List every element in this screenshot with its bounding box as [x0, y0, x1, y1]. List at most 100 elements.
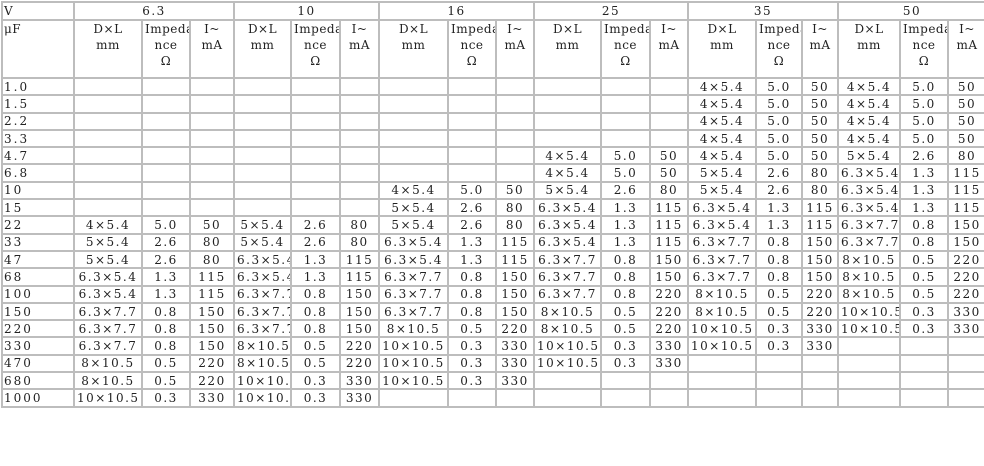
size-cell: 6.3×7.7	[687, 249, 758, 270]
size-header-line: D×L	[854, 22, 884, 36]
impedance-header-line: nce	[460, 38, 484, 52]
impedance-cell: 0.5	[899, 249, 950, 270]
impedance-cell: 0.8	[447, 301, 498, 322]
size-cell	[233, 163, 293, 183]
impedance-cell	[600, 388, 652, 408]
ripple-current-header-line: I~	[351, 22, 368, 36]
capacitor-spec-table: V 6.3 10 16 25 35 50 μF D×L mm Impeda nce Ω I~ mA D×L mm…	[1, 1, 984, 408]
ripple-current-cell: 330	[801, 319, 840, 339]
ripple-current-cell: 115	[188, 267, 236, 287]
impedance-cell: 2.6	[899, 146, 950, 166]
size-cell	[233, 94, 293, 114]
size-cell: 8×10.5	[533, 319, 603, 339]
impedance-header: Impeda nce Ω	[600, 19, 652, 79]
ripple-current-cell	[188, 180, 236, 201]
size-cell: 6.3×7.7	[687, 267, 758, 287]
ripple-current-cell	[801, 353, 840, 374]
impedance-cell: 0.5	[899, 267, 950, 287]
size-header-line: D×L	[552, 22, 583, 36]
ripple-current-header-line: I~	[959, 22, 975, 36]
voltage-header: 16	[378, 1, 536, 21]
table-row: 100 6.3×5.4 1.3 115 6.3×7.7 0.8 150 6.3×7.7 0.8 1…	[1, 284, 984, 304]
size-cell: 4×5.4	[687, 76, 758, 97]
ripple-current-cell	[649, 371, 690, 391]
size-header: D×L mm	[73, 19, 143, 79]
size-cell: 4×5.4	[837, 128, 902, 149]
size-cell: 4×5.4	[687, 128, 758, 149]
ripple-current-cell: 220	[801, 284, 840, 304]
impedance-cell	[755, 388, 804, 408]
impedance-cell: 0.3	[899, 301, 950, 322]
size-cell: 6.3×7.7	[233, 319, 293, 339]
impedance-cell: 0.8	[755, 267, 804, 287]
size-cell: 10×10.5	[378, 336, 450, 356]
ripple-current-cell	[495, 76, 536, 97]
impedance-header-line: nce	[154, 38, 178, 52]
size-cell: 6.3×5.4	[837, 198, 902, 218]
impedance-header-line: Ω	[466, 54, 478, 68]
size-cell: 5×5.4	[378, 215, 450, 235]
impedance-cell: 5.0	[755, 76, 804, 97]
size-cell: 8×10.5	[233, 336, 293, 356]
impedance-header-line: nce	[303, 38, 328, 52]
ripple-current-cell: 50	[649, 146, 690, 166]
size-cell	[687, 388, 758, 408]
capacitance-cell: 4.7	[1, 146, 75, 166]
ripple-current-header-line: mA	[658, 38, 680, 52]
size-cell	[378, 76, 450, 97]
ripple-current-header-line: I~	[507, 22, 523, 36]
ripple-current-cell: 50	[188, 215, 236, 235]
impedance-cell: 0.8	[600, 249, 652, 270]
impedance-cell: 0.3	[600, 353, 652, 374]
capacitance-cell: 47	[1, 249, 75, 270]
table-row: 6808×10.50.522010×10.50.333010×10.50.333…	[1, 371, 984, 391]
size-cell: 10×10.5	[378, 371, 450, 391]
ripple-current-cell: 220	[947, 249, 984, 270]
ripple-current-cell	[339, 128, 381, 149]
ripple-current-cell	[495, 111, 536, 131]
ripple-current-header: I~ mA	[801, 19, 840, 79]
ripple-current-cell: 150	[649, 267, 690, 287]
size-cell: 8×10.5	[837, 249, 902, 270]
impedance-cell: 2.6	[141, 232, 191, 252]
size-cell: 4×5.4	[73, 215, 143, 235]
impedance-cell: 0.3	[600, 336, 652, 356]
size-cell	[533, 388, 603, 408]
size-cell: 5×5.4	[73, 249, 143, 270]
voltage-header: 10	[233, 1, 381, 21]
ripple-current-cell: 115	[801, 215, 840, 235]
size-cell: 5×5.4	[233, 215, 293, 235]
impedance-header-line: nce	[912, 38, 936, 52]
size-cell: 8×10.5	[837, 267, 902, 287]
ripple-current-cell: 115	[649, 232, 690, 252]
size-cell: 6.3×5.4	[687, 215, 758, 235]
impedance-cell	[290, 128, 342, 149]
ripple-current-header: I~ mA	[649, 19, 690, 79]
ripple-current-cell: 150	[495, 301, 536, 322]
impedance-cell: 1.3	[447, 249, 498, 270]
impedance-cell	[600, 111, 652, 131]
size-cell: 6.3×7.7	[837, 215, 902, 235]
size-header-line: D×L	[707, 22, 737, 36]
ripple-current-cell	[339, 180, 381, 201]
size-header-line: mm	[555, 38, 580, 52]
impedance-cell: 0.8	[447, 284, 498, 304]
ripple-current-cell: 115	[947, 163, 984, 183]
ripple-current-cell: 150	[495, 284, 536, 304]
impedance-cell	[600, 76, 652, 97]
impedance-cell: 0.5	[141, 353, 191, 374]
ripple-current-cell: 80	[495, 215, 536, 235]
impedance-cell: 0.5	[290, 353, 342, 374]
ripple-current-cell: 115	[649, 198, 690, 218]
size-cell	[73, 76, 143, 97]
size-cell: 8×10.5	[533, 301, 603, 322]
impedance-cell: 1.3	[899, 180, 950, 201]
size-cell	[533, 111, 603, 131]
voltage-header: 6.3	[72, 1, 236, 21]
size-cell: 6.3×7.7	[73, 301, 143, 322]
size-cell: 6.3×7.7	[378, 301, 450, 322]
ripple-current-cell: 50	[947, 111, 984, 131]
impedance-cell	[447, 163, 498, 183]
size-cell: 6.3×5.4	[533, 232, 603, 252]
ripple-current-cell: 80	[801, 163, 840, 183]
